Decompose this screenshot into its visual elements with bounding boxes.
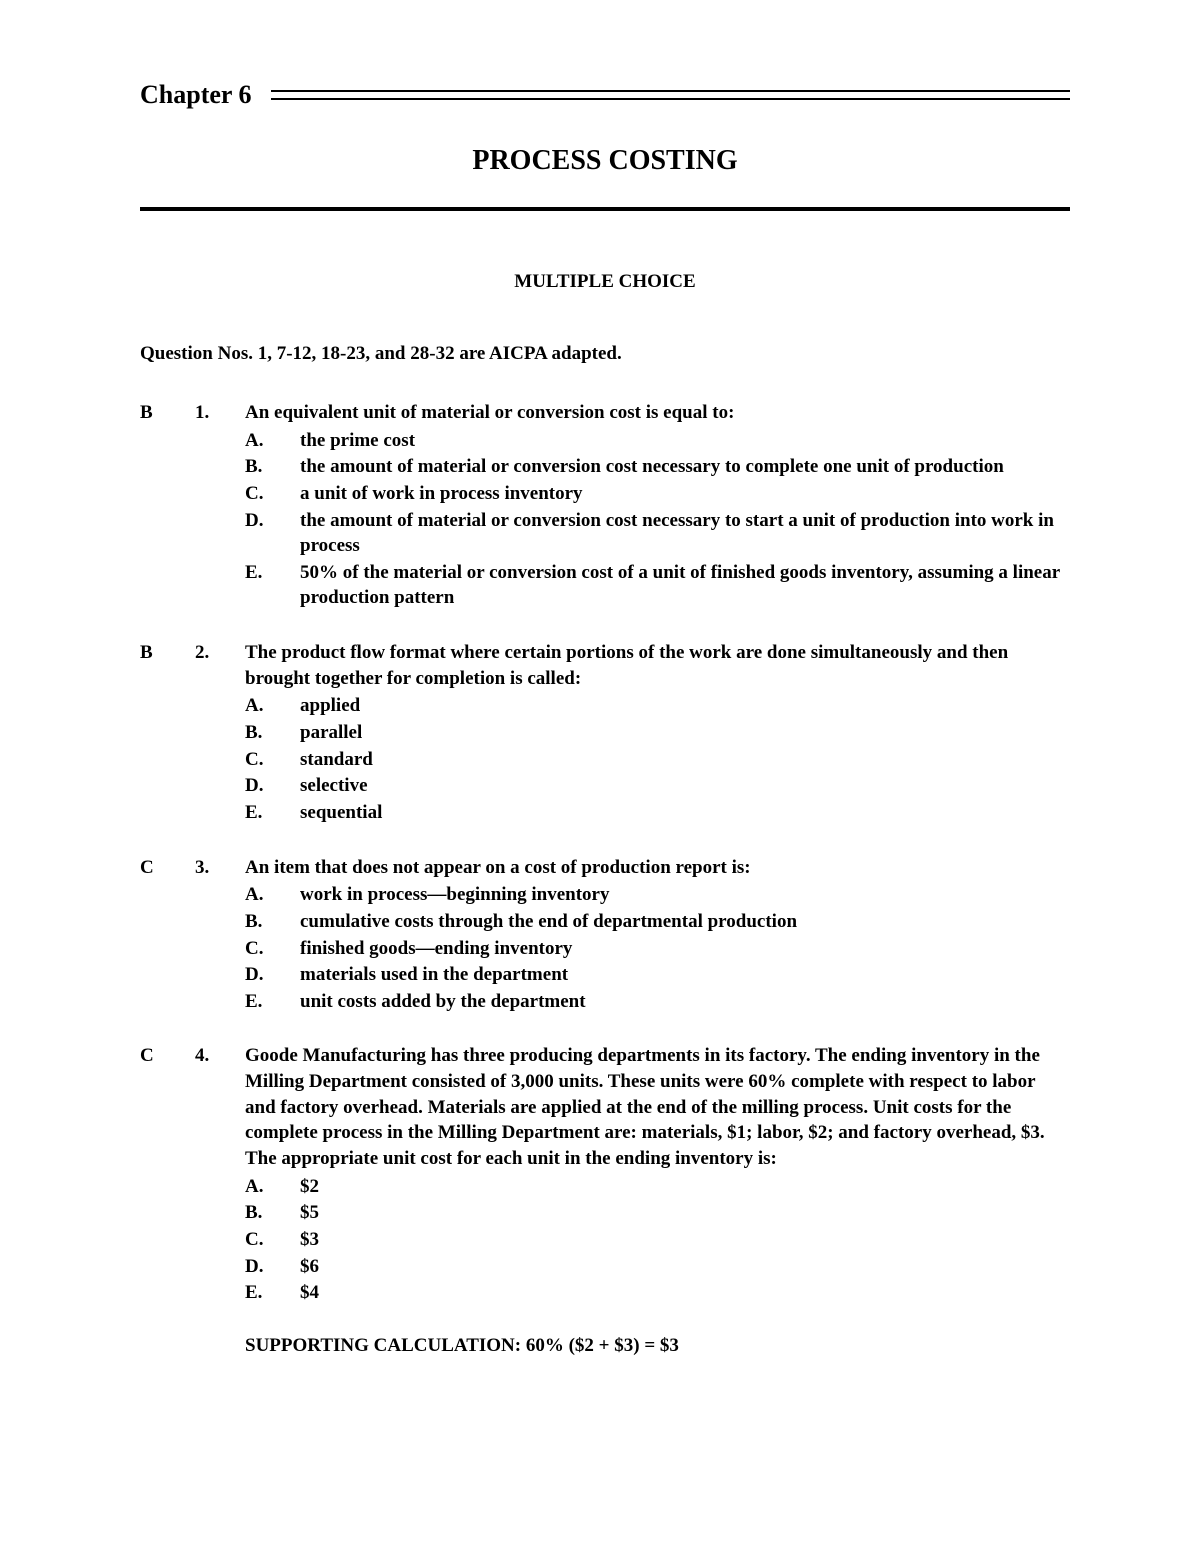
option-letter: C. bbox=[245, 1227, 300, 1253]
option-letter: A. bbox=[245, 1174, 300, 1200]
question-stem: The product flow format where certain po… bbox=[245, 640, 1070, 691]
option-row: A.applied bbox=[245, 693, 1070, 719]
option-row: E.unit costs added by the department bbox=[245, 989, 1070, 1015]
option-text: applied bbox=[300, 693, 1070, 719]
option-text: $5 bbox=[300, 1200, 1070, 1226]
option-text: selective bbox=[300, 773, 1070, 799]
option-text: sequential bbox=[300, 800, 1070, 826]
question-block: C4.Goode Manufacturing has three produci… bbox=[140, 1043, 1070, 1306]
option-letter: B. bbox=[245, 1200, 300, 1226]
question-block: B2.The product flow format where certain… bbox=[140, 640, 1070, 826]
option-row: C.$3 bbox=[245, 1227, 1070, 1253]
option-text: the prime cost bbox=[300, 428, 1070, 454]
option-row: D.$6 bbox=[245, 1254, 1070, 1280]
question-block: B1.An equivalent unit of material or con… bbox=[140, 400, 1070, 612]
option-text: 50% of the material or conversion cost o… bbox=[300, 560, 1070, 611]
question-content: An equivalent unit of material or conver… bbox=[245, 400, 1070, 612]
answer-key: C bbox=[140, 1043, 195, 1306]
option-text: the amount of material or conversion cos… bbox=[300, 508, 1070, 559]
question-content: An item that does not appear on a cost o… bbox=[245, 855, 1070, 1016]
option-row: D.selective bbox=[245, 773, 1070, 799]
option-letter: E. bbox=[245, 560, 300, 611]
question-number: 3. bbox=[195, 855, 245, 1016]
option-text: unit costs added by the department bbox=[300, 989, 1070, 1015]
option-row: D.the amount of material or conversion c… bbox=[245, 508, 1070, 559]
question-number: 1. bbox=[195, 400, 245, 612]
thick-rule bbox=[140, 207, 1070, 211]
option-row: C.finished goods—ending inventory bbox=[245, 936, 1070, 962]
question-number: 2. bbox=[195, 640, 245, 826]
section-title: MULTIPLE CHOICE bbox=[140, 271, 1070, 293]
option-letter: C. bbox=[245, 481, 300, 507]
question-block: C3.An item that does not appear on a cos… bbox=[140, 855, 1070, 1016]
option-row: E.sequential bbox=[245, 800, 1070, 826]
answer-key: B bbox=[140, 640, 195, 826]
option-letter: C. bbox=[245, 936, 300, 962]
option-letter: A. bbox=[245, 428, 300, 454]
option-row: C.a unit of work in process inventory bbox=[245, 481, 1070, 507]
option-row: D.materials used in the department bbox=[245, 962, 1070, 988]
option-letter: A. bbox=[245, 882, 300, 908]
option-text: work in process—beginning inventory bbox=[300, 882, 1070, 908]
option-text: standard bbox=[300, 747, 1070, 773]
option-text: $4 bbox=[300, 1280, 1070, 1306]
option-row: C.standard bbox=[245, 747, 1070, 773]
option-row: A.the prime cost bbox=[245, 428, 1070, 454]
option-letter: D. bbox=[245, 962, 300, 988]
question-number: 4. bbox=[195, 1043, 245, 1306]
questions-container: B1.An equivalent unit of material or con… bbox=[140, 400, 1070, 1357]
option-letter: E. bbox=[245, 1280, 300, 1306]
option-text: materials used in the department bbox=[300, 962, 1070, 988]
option-row: E.$4 bbox=[245, 1280, 1070, 1306]
option-letter: E. bbox=[245, 800, 300, 826]
option-row: E.50% of the material or conversion cost… bbox=[245, 560, 1070, 611]
option-text: cumulative costs through the end of depa… bbox=[300, 909, 1070, 935]
option-text: parallel bbox=[300, 720, 1070, 746]
double-rule bbox=[271, 90, 1070, 100]
answer-key: C bbox=[140, 855, 195, 1016]
option-row: A.$2 bbox=[245, 1174, 1070, 1200]
option-row: B.parallel bbox=[245, 720, 1070, 746]
option-letter: A. bbox=[245, 693, 300, 719]
adapted-note: Question Nos. 1, 7-12, 18-23, and 28-32 … bbox=[140, 343, 1070, 365]
question-stem: An equivalent unit of material or conver… bbox=[245, 400, 1070, 426]
option-text: the amount of material or conversion cos… bbox=[300, 454, 1070, 480]
question-content: The product flow format where certain po… bbox=[245, 640, 1070, 826]
header-row: Chapter 6 bbox=[140, 80, 1070, 110]
supporting-calculation: SUPPORTING CALCULATION: 60% ($2 + $3) = … bbox=[245, 1335, 1070, 1357]
option-letter: C. bbox=[245, 747, 300, 773]
question-stem: Goode Manufacturing has three producing … bbox=[245, 1043, 1070, 1171]
main-title: PROCESS COSTING bbox=[140, 145, 1070, 177]
option-text: $6 bbox=[300, 1254, 1070, 1280]
option-row: B.the amount of material or conversion c… bbox=[245, 454, 1070, 480]
option-letter: B. bbox=[245, 720, 300, 746]
option-letter: E. bbox=[245, 989, 300, 1015]
option-letter: D. bbox=[245, 773, 300, 799]
option-text: a unit of work in process inventory bbox=[300, 481, 1070, 507]
option-letter: D. bbox=[245, 508, 300, 559]
option-text: $2 bbox=[300, 1174, 1070, 1200]
answer-key: B bbox=[140, 400, 195, 612]
chapter-label: Chapter 6 bbox=[140, 80, 271, 110]
option-letter: B. bbox=[245, 454, 300, 480]
option-row: B.cumulative costs through the end of de… bbox=[245, 909, 1070, 935]
option-letter: B. bbox=[245, 909, 300, 935]
option-text: $3 bbox=[300, 1227, 1070, 1253]
question-content: Goode Manufacturing has three producing … bbox=[245, 1043, 1070, 1306]
option-row: B.$5 bbox=[245, 1200, 1070, 1226]
question-stem: An item that does not appear on a cost o… bbox=[245, 855, 1070, 881]
option-row: A.work in process—beginning inventory bbox=[245, 882, 1070, 908]
option-letter: D. bbox=[245, 1254, 300, 1280]
option-text: finished goods—ending inventory bbox=[300, 936, 1070, 962]
